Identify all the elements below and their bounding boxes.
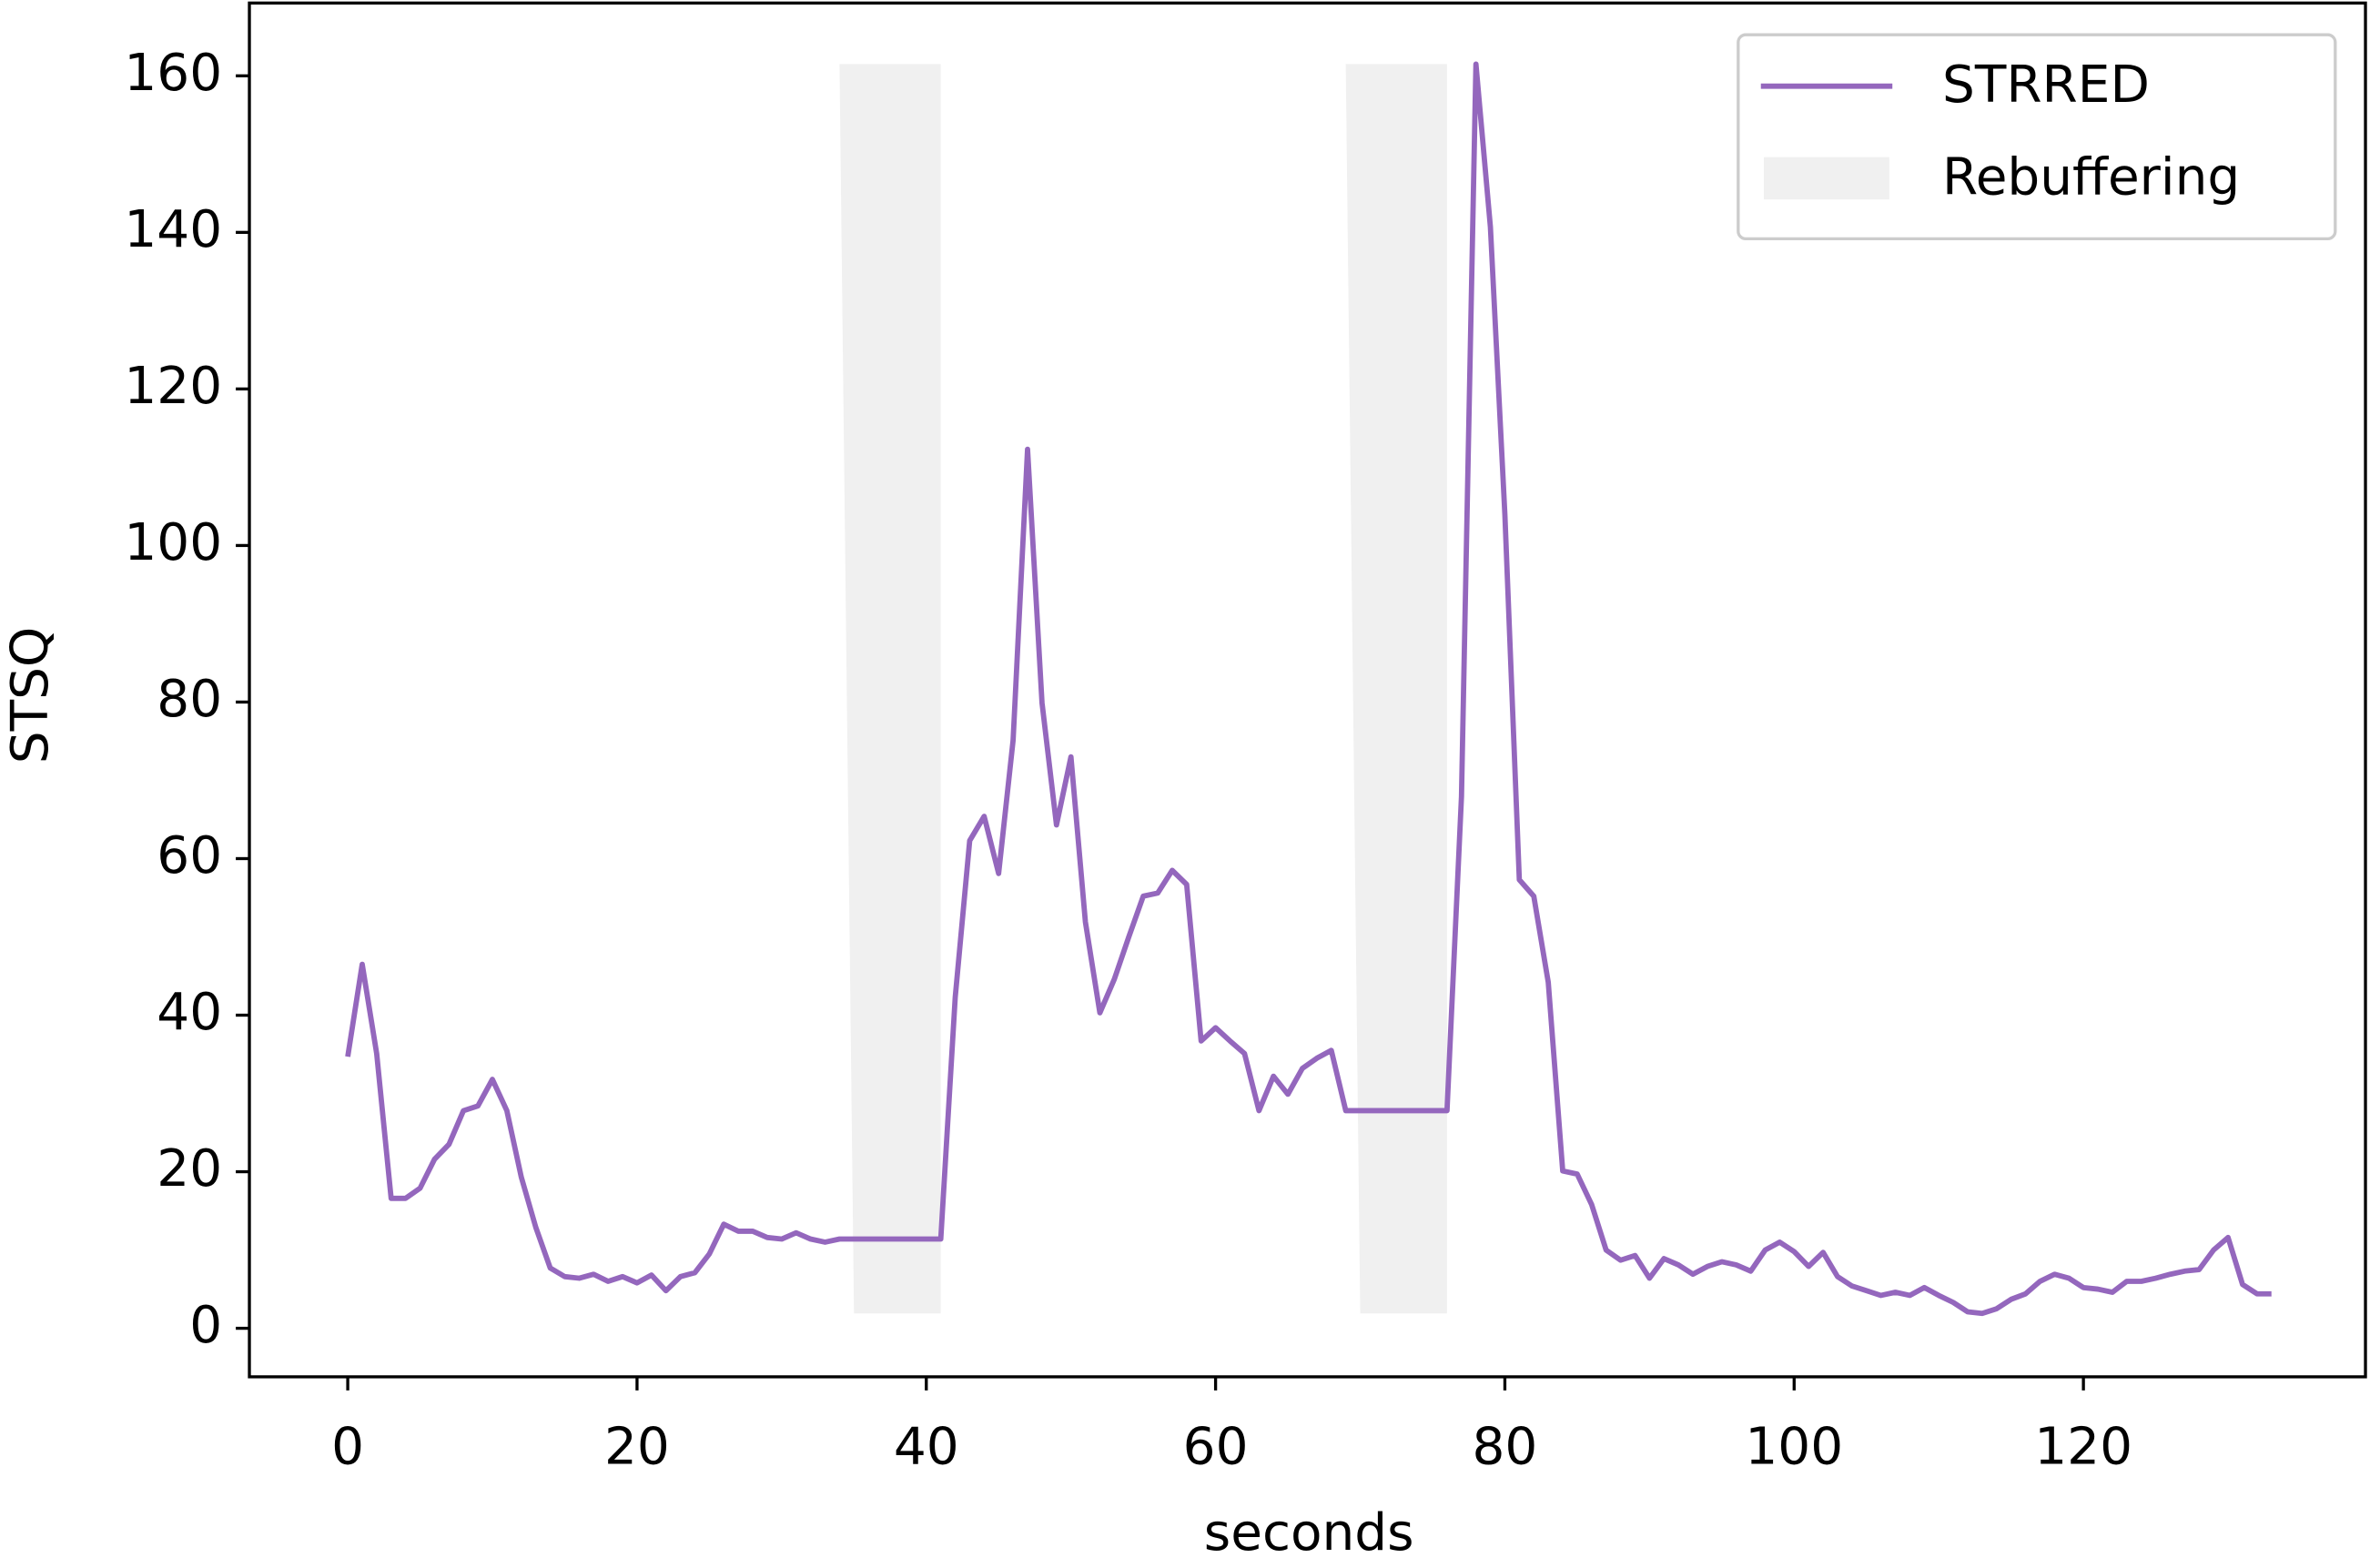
y-tick-label: 140 [124, 200, 222, 259]
x-tick-label: 0 [331, 1417, 364, 1476]
y-tick-label: 120 [124, 357, 222, 416]
y-tick-label: 0 [189, 1296, 222, 1355]
x-tick-label: 40 [894, 1417, 959, 1476]
legend-label: STRRED [1942, 56, 2150, 115]
x-tick-label: 20 [604, 1417, 670, 1476]
y-tick-label: 60 [157, 826, 222, 885]
x-axis-label: seconds [1204, 1503, 1414, 1563]
plot-frame [248, 1, 2367, 1379]
y-tick-label: 100 [124, 513, 222, 572]
x-tick-label: 120 [2034, 1417, 2132, 1476]
y-tick-label: 20 [157, 1139, 222, 1199]
x-tick-label: 80 [1473, 1417, 1538, 1476]
y-tick-label: 80 [157, 670, 222, 729]
legend-label: Rebuffering [1942, 147, 2240, 207]
rebuffering-region [839, 64, 941, 1314]
y-tick-label: 40 [157, 983, 222, 1042]
x-tick-label: 60 [1183, 1417, 1249, 1476]
y-tick-label: 160 [124, 44, 222, 103]
y-axis-label: STSQ [1, 627, 60, 764]
rebuffering-region [1345, 64, 1447, 1314]
legend-patch [1764, 157, 1889, 200]
data-line [345, 61, 2272, 1317]
x-tick-label: 100 [1745, 1417, 1843, 1476]
